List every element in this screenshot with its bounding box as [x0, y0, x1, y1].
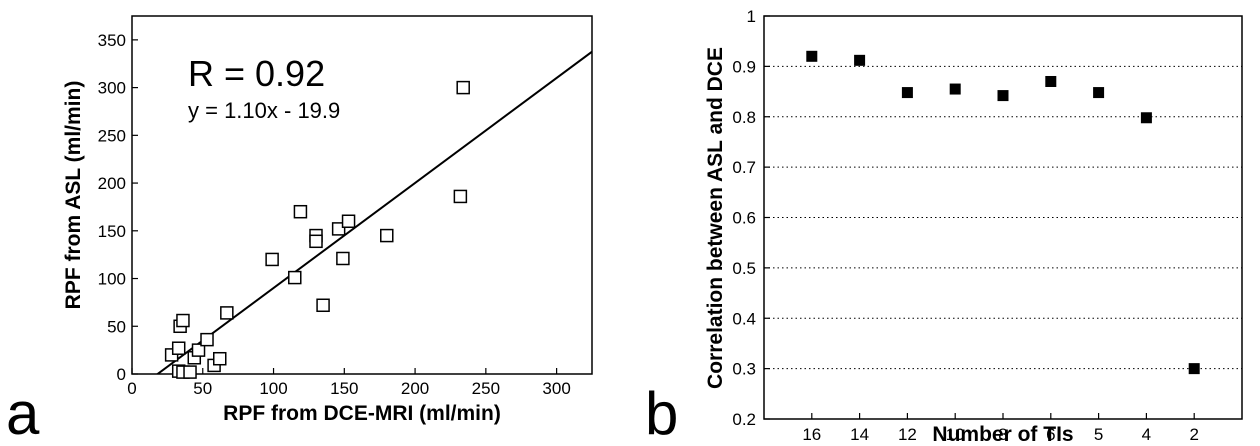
- data-point: [901, 87, 913, 99]
- x-tick-label: 100: [259, 379, 287, 398]
- data-point: [456, 80, 470, 95]
- y-tick-label: 50: [107, 317, 126, 336]
- x-tick-label: 8: [998, 425, 1007, 444]
- y-tick-label: 0.5: [732, 259, 756, 278]
- data-point: [1140, 112, 1152, 124]
- x-tick-label: 2: [1189, 425, 1198, 444]
- data-point: [176, 313, 190, 328]
- data-point: [341, 214, 356, 229]
- data-point: [220, 306, 234, 320]
- x-tick-label: 10: [946, 425, 965, 444]
- x-tick-label: 150: [330, 379, 358, 398]
- data-point: [293, 204, 308, 219]
- panel-a-y-ticks: 0 50 100 150 200 250 300 350: [98, 31, 138, 384]
- panel-b-letter: b: [645, 380, 678, 446]
- y-tick-label: 1: [747, 7, 756, 26]
- x-tick-label: 200: [401, 379, 429, 398]
- data-point: [331, 222, 346, 236]
- data-point: [949, 83, 961, 95]
- panel-b-x-axis-title: Number of TIs: [932, 423, 1073, 446]
- data-point: [265, 252, 279, 267]
- y-tick-label: 200: [98, 174, 126, 193]
- y-tick-label: 0.2: [732, 410, 756, 429]
- panel-b-y-axis-title: Correlation between ASL and DCE: [704, 47, 727, 389]
- x-tick-label: 14: [850, 425, 869, 444]
- data-point: [997, 90, 1009, 102]
- panel-b-gridlines: [764, 65, 1242, 370]
- y-tick-label: 0.9: [732, 57, 756, 76]
- panel-a-scatter: 0 50 100 150 200 250 300 0 50 100 150 200 250 300 350…: [6, 15, 593, 446]
- data-point: [806, 50, 818, 62]
- data-point: [854, 54, 866, 66]
- data-point: [213, 351, 227, 366]
- x-tick-label: 0: [127, 379, 136, 398]
- y-tick-label: 350: [98, 31, 126, 50]
- panel-b-x-ticks: 16 14 12 10 8 6 5 4 2: [802, 413, 1199, 444]
- panel-a-y-axis-title: RPF from ASL (ml/min): [62, 81, 85, 310]
- data-point: [288, 270, 302, 285]
- y-tick-label: 0.6: [732, 209, 756, 228]
- panel-b-y-ticks: 0.2 0.3 0.4 0.5 0.6 0.7 0.8 0.9 1: [732, 7, 770, 429]
- y-tick-label: 0.4: [732, 309, 756, 328]
- y-tick-label: 300: [98, 79, 126, 98]
- data-point: [336, 251, 350, 266]
- panel-a-points: [164, 80, 470, 379]
- data-point: [200, 332, 214, 347]
- panel-b-points: [806, 50, 1200, 375]
- panel-a-letter: a: [6, 380, 40, 446]
- data-point: [1045, 75, 1057, 87]
- y-tick-label: 0.3: [732, 360, 756, 379]
- y-tick-label: 0.8: [732, 108, 756, 127]
- data-point: [453, 189, 468, 204]
- data-point: [380, 228, 394, 243]
- panel-a-x-axis-title: RPF from DCE-MRI (ml/min): [223, 402, 501, 425]
- data-point: [1093, 87, 1105, 99]
- data-point: [171, 341, 186, 355]
- y-tick-label: 250: [98, 126, 126, 145]
- x-tick-label: 12: [898, 425, 917, 444]
- data-point: [1188, 363, 1200, 375]
- panel-a-plot-frame: [131, 15, 593, 375]
- x-tick-label: 300: [542, 379, 570, 398]
- x-tick-label: 6: [1046, 425, 1055, 444]
- x-tick-label: 5: [1094, 425, 1103, 444]
- y-tick-label: 150: [98, 222, 126, 241]
- x-tick-label: 16: [802, 425, 821, 444]
- x-tick-label: 250: [472, 379, 500, 398]
- panel-a-plot-area: [155, 50, 592, 379]
- data-point: [183, 365, 197, 379]
- y-tick-label: 100: [98, 270, 126, 289]
- data-point: [316, 298, 330, 313]
- r-value-annotation: R = 0.92: [188, 53, 325, 94]
- regression-equation: y = 1.10x - 19.9: [188, 98, 340, 123]
- data-point: [191, 343, 206, 357]
- y-tick-label: 0: [117, 365, 126, 384]
- y-tick-label: 0.7: [732, 158, 756, 177]
- data-point: [309, 234, 323, 249]
- x-tick-label: 50: [193, 379, 212, 398]
- panel-b-scatter: 16 14 12 10 8 6 5 4 2 0.20.30.40.50.60.70.80.91 …: [645, 7, 1243, 446]
- panel-a-x-ticks: 0 50 100 150 200 250 300: [127, 368, 571, 398]
- x-tick-label: 4: [1142, 425, 1151, 444]
